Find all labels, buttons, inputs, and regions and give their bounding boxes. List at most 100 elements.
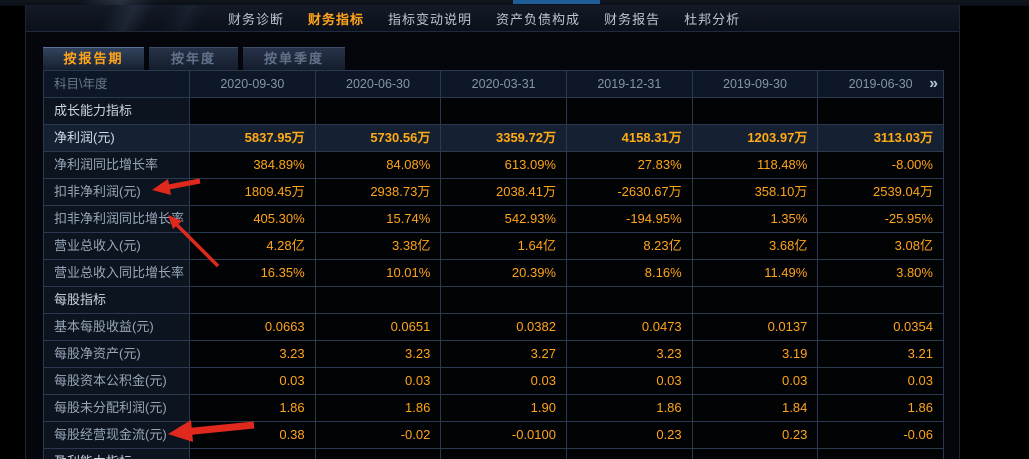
cell-value: 1809.45万	[190, 179, 316, 206]
cell-value: 0.0663	[190, 314, 316, 341]
row-label: 扣非净利润同比增长率	[44, 206, 190, 233]
cell-value: 3.38亿	[315, 233, 442, 260]
cell-value: 5837.95万	[190, 125, 316, 152]
top-blue-bar	[513, 0, 600, 4]
cell-value: 1.64亿	[441, 233, 567, 260]
row-label: 基本每股收益(元)	[44, 314, 190, 341]
tab-by-report-period[interactable]: 按报告期	[43, 47, 144, 70]
cell-value: 15.74%	[315, 206, 442, 233]
cell-value	[190, 287, 316, 314]
cell-value	[692, 287, 819, 314]
column-header: 2019-06-30 »	[818, 71, 944, 98]
cell-value: -2630.67万	[566, 179, 693, 206]
cell-value: 8.16%	[566, 260, 693, 287]
cell-value: 1203.97万	[692, 125, 819, 152]
row-label: 每股净资产(元)	[44, 341, 190, 368]
nav-item-dupont-analysis[interactable]: 杜邦分析	[684, 11, 741, 27]
cell-value	[818, 287, 944, 314]
cell-value: 0.23	[566, 422, 693, 449]
cell-value: -8.00%	[818, 152, 944, 179]
cell-value: 0.23	[692, 422, 819, 449]
table-row: 扣非净利润(元) 1809.45万 2938.73万 2038.41万 -2630.67…	[44, 179, 944, 206]
main-nav: 财务诊断 财务指标 指标变动说明 资产负债构成 财务报告 杜邦分析	[26, 5, 959, 32]
nav-item-financial-report[interactable]: 财务报告	[604, 11, 661, 27]
row-label: 每股指标	[44, 287, 190, 314]
column-header: 2020-06-30	[315, 71, 442, 98]
table-section-row: 盈利能力指标	[44, 449, 944, 459]
nav-item-indicator-change-notes[interactable]: 指标变动说明	[388, 11, 473, 27]
nav-item-financial-diagnosis[interactable]: 财务诊断	[228, 11, 285, 27]
content-panel: 财务诊断 财务指标 指标变动说明 资产负债构成 财务报告 杜邦分析 按报告期 按…	[25, 5, 960, 459]
table-row: 营业总收入(元) 4.28亿 3.38亿 1.64亿 8.23亿 3.68亿 3.08亿	[44, 233, 944, 260]
cell-value	[315, 449, 442, 459]
cell-value: 0.03	[566, 368, 693, 395]
column-header: 2019-09-30	[692, 71, 819, 98]
table-row: 营业总收入同比增长率 16.35% 10.01% 20.39% 8.16% 11.49% 3…	[44, 260, 944, 287]
cell-value: 0.0137	[692, 314, 819, 341]
period-tabs: 按报告期 按年度 按单季度	[43, 47, 345, 70]
cell-value	[315, 98, 442, 125]
cell-value: 2539.04万	[818, 179, 944, 206]
row-label: 每股未分配利润(元)	[44, 395, 190, 422]
table-row: 每股经营现金流(元) 0.38 -0.02 -0.0100 0.23 0.23 -0.06	[44, 422, 944, 449]
table-section-row: 每股指标	[44, 287, 944, 314]
cell-value: 3.23	[315, 341, 442, 368]
cell-value: 1.35%	[692, 206, 819, 233]
table-row: 净利润(元) 5837.95万 5730.56万 3359.72万 4158.31万 12…	[44, 125, 944, 152]
cell-value: 3.68亿	[692, 233, 819, 260]
cell-value	[566, 449, 693, 459]
row-label: 盈利能力指标	[44, 449, 190, 459]
next-columns-icon[interactable]: »	[929, 75, 938, 92]
cell-value: 613.09%	[441, 152, 567, 179]
cell-value	[190, 98, 316, 125]
cell-value: 1.86	[818, 395, 944, 422]
cell-value	[566, 287, 693, 314]
row-label: 扣非净利润(元)	[44, 179, 190, 206]
financial-table: 科目\年度 2020-09-30 2020-06-30 2020-03-31 2…	[43, 70, 944, 459]
cell-value: 8.23亿	[566, 233, 693, 260]
cell-value: 3.19	[692, 341, 819, 368]
cell-value: 5730.56万	[315, 125, 442, 152]
table-row: 基本每股收益(元) 0.0663 0.0651 0.0382 0.0473 0.0137 0…	[44, 314, 944, 341]
table-row: 每股未分配利润(元) 1.86 1.86 1.90 1.86 1.84 1.86	[44, 395, 944, 422]
table-row: 每股资本公积金(元) 0.03 0.03 0.03 0.03 0.03 0.03	[44, 368, 944, 395]
nav-item-balance-sheet-structure[interactable]: 资产负债构成	[496, 11, 581, 27]
cell-value: 0.03	[692, 368, 819, 395]
cell-value	[441, 287, 567, 314]
cell-value: 1.90	[441, 395, 567, 422]
cell-value: 0.38	[190, 422, 316, 449]
cell-value: 84.08%	[315, 152, 442, 179]
table-section-row: 成长能力指标	[44, 98, 944, 125]
cell-value: 10.01%	[315, 260, 442, 287]
cell-value	[818, 449, 944, 459]
cell-value: 3.21	[818, 341, 944, 368]
cell-value: 3.23	[190, 341, 316, 368]
cell-value: 2938.73万	[315, 179, 442, 206]
tab-by-single-quarter[interactable]: 按单季度	[243, 47, 345, 70]
table-body: 成长能力指标 净利润(元) 5837.95万 5730.56万 3359.72万 4158…	[44, 98, 944, 459]
cell-value: 0.0651	[315, 314, 442, 341]
row-label: 成长能力指标	[44, 98, 190, 125]
cell-value: 3359.72万	[441, 125, 567, 152]
cell-value: 4158.31万	[566, 125, 693, 152]
cell-value: 0.0354	[818, 314, 944, 341]
cell-value	[441, 98, 567, 125]
cell-value	[566, 98, 693, 125]
column-header: 2020-09-30	[190, 71, 316, 98]
cell-value: 384.89%	[190, 152, 316, 179]
row-label: 营业总收入(元)	[44, 233, 190, 260]
cell-value: 3.23	[566, 341, 693, 368]
tab-by-year[interactable]: 按年度	[149, 47, 238, 70]
cell-value	[441, 449, 567, 459]
table-row: 每股净资产(元) 3.23 3.23 3.27 3.23 3.19 3.21	[44, 341, 944, 368]
table-row: 扣非净利润同比增长率 405.30% 15.74% 542.93% -194.95% 1.…	[44, 206, 944, 233]
cell-value: 405.30%	[190, 206, 316, 233]
corner-header: 科目\年度	[44, 71, 190, 98]
cell-value: 542.93%	[441, 206, 567, 233]
cell-value: 3113.03万	[818, 125, 944, 152]
cell-value: -25.95%	[818, 206, 944, 233]
cell-value: 118.48%	[692, 152, 819, 179]
nav-item-financial-indicators[interactable]: 财务指标	[308, 11, 365, 27]
table-header-row: 科目\年度 2020-09-30 2020-06-30 2020-03-31 2…	[44, 71, 944, 98]
